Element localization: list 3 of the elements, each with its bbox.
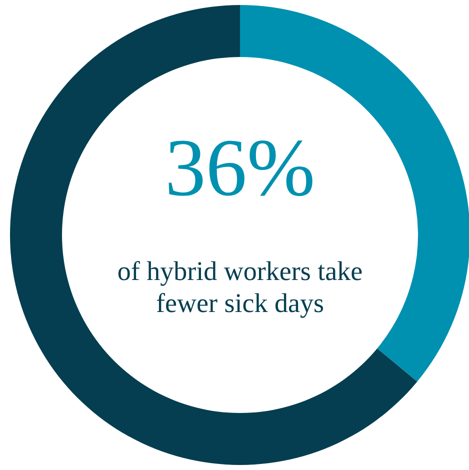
text: 36% xyxy=(164,122,316,213)
text: of hybrid workers take fewer sick days xyxy=(117,256,363,318)
donut-slice xyxy=(10,5,418,465)
